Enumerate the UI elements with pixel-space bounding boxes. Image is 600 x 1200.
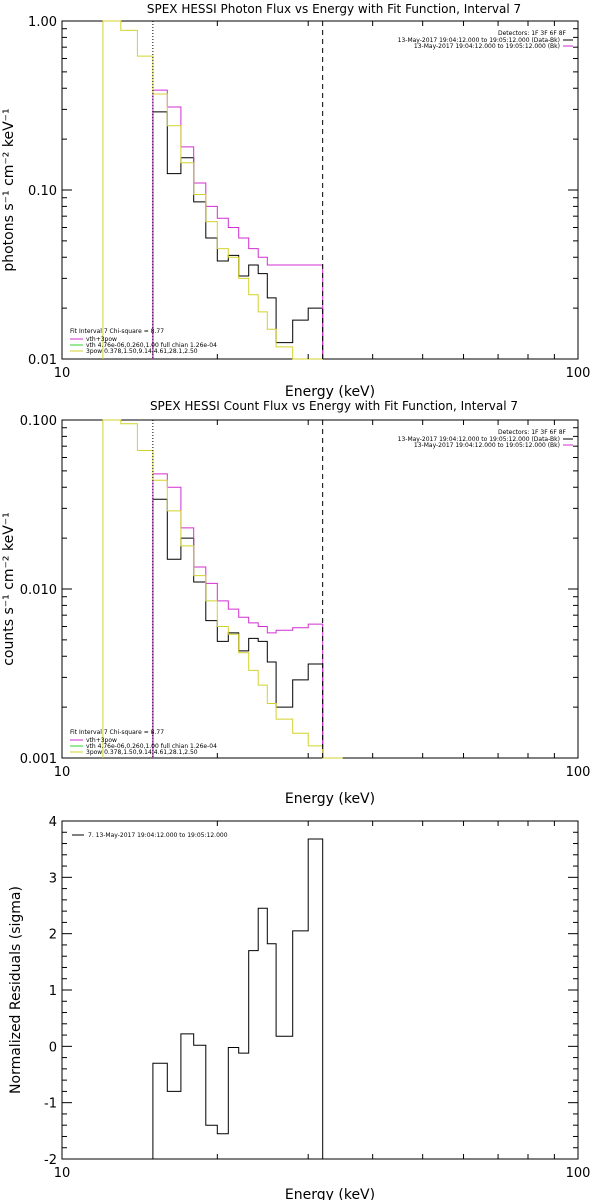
photon-flux-x-axis-label: Energy (keV) <box>285 384 375 400</box>
photon-flux-x-tick-label-1: 100 <box>566 366 591 381</box>
count-flux-series-1-line <box>152 473 324 758</box>
count-flux-series-layer <box>102 419 343 759</box>
count-flux-legend-fit: vth+3pow <box>86 737 117 744</box>
count-flux-legend-header: Detectors: 1F 3F 6F 8F <box>498 429 567 436</box>
photon-flux-fit-text: Fit Interval 7 Chi-square = 8.77 <box>70 328 164 335</box>
count-flux-y-tick-label-1: 0.010 <box>20 583 57 598</box>
count-flux-title: SPEX HESSI Count Flux vs Energy with Fit… <box>150 399 518 413</box>
residuals-y-axis-label: Normalized Residuals (sigma) <box>8 886 24 1094</box>
photon-flux-series-layer <box>102 20 324 360</box>
photon-flux-legend-fit: vth+3pow <box>86 336 117 343</box>
count-flux-y-tick-label-0: 0.001 <box>20 752 57 767</box>
photon-flux-x-tick-label-0: 10 <box>54 366 71 381</box>
residuals-x-axis-label: Energy (keV) <box>285 1187 375 1200</box>
count-flux-series-0-line <box>152 498 324 758</box>
residuals-series-0-line <box>152 838 324 1159</box>
count-flux-x-tick-label-1: 100 <box>566 765 591 780</box>
photon-flux-y-axis-label: photons s⁻¹ cm⁻² keV⁻¹ <box>1 108 17 271</box>
residuals-x-tick-label-0: 10 <box>54 1166 71 1181</box>
photon-flux-panel: SPEX HESSI Photon Flux vs Energy with Fi… <box>1 2 590 400</box>
residuals-y-tick-label-3: 1 <box>49 984 57 999</box>
residuals-series-layer <box>152 838 324 1159</box>
count-flux-legend-vth: vth 4.76e-06,0.260,1.00 full chian 1.26e… <box>86 743 217 750</box>
count-flux-x-axis-label: Energy (keV) <box>285 791 375 807</box>
residuals-plot-frame <box>61 820 579 1160</box>
count-flux-y-tick-label-2: 0.100 <box>20 414 57 429</box>
photon-flux-legend-entry-bk: 13-May-2017 19:04:12.000 to 19:05:12.000… <box>414 43 560 50</box>
count-flux-tick-layer: 10 100 0.001 0.010 0.100 <box>20 414 591 780</box>
photon-flux-legend-entry-data: 13-May-2017 19:04:12.000 to 19:05:12.000… <box>398 37 560 44</box>
photon-flux-vline-layer <box>152 21 324 359</box>
photon-flux-y-tick-label-1: 0.10 <box>28 184 57 199</box>
photon-flux-legend-vth: vth 4.76e-06,0.260,1.00 full chian 1.26e… <box>86 342 217 349</box>
photon-flux-series-4-line <box>102 20 323 360</box>
residuals-legend-entry: 7. 13-May-2017 19:04:12.000 to 19:05:12.… <box>88 832 228 839</box>
residuals-y-tick-label-6: 4 <box>49 815 57 830</box>
photon-flux-y-tick-label-2: 1.00 <box>28 15 57 30</box>
residuals-y-tick-label-2: 0 <box>49 1040 57 1055</box>
photon-flux-series-0-line <box>152 111 324 359</box>
count-flux-legend-entry-data: 13-May-2017 19:04:12.000 to 19:05:12.000… <box>398 436 560 443</box>
count-flux-vline-layer <box>152 420 324 758</box>
photon-flux-legend-header: Detectors: 1F 3F 6F 8F <box>498 30 567 37</box>
residuals-x-tick-label-1: 100 <box>566 1166 591 1181</box>
count-flux-legend-3pow: 3pow 0.378,1.50,9.14,4.61,28.1,2.50 <box>86 749 198 756</box>
residuals-panel: 10 100 -2 -1 0 1 2 3 4 7. 13-May-2017 19:04:12.0… <box>8 815 590 1200</box>
count-flux-fit-text: Fit Interval 7 Chi-square = 8.77 <box>70 729 164 736</box>
count-flux-legend-entry-bk: 13-May-2017 19:04:12.000 to 19:05:12.000… <box>414 442 560 449</box>
photon-flux-title: SPEX HESSI Photon Flux vs Energy with Fi… <box>147 2 521 16</box>
count-flux-plot-frame <box>61 419 579 759</box>
count-flux-panel: SPEX HESSI Count Flux vs Energy with Fit… <box>1 399 590 807</box>
count-flux-y-axis-label: counts s⁻¹ cm⁻² keV⁻¹ <box>1 512 17 666</box>
residuals-tick-layer: 10 100 -2 -1 0 1 2 3 4 <box>44 815 590 1181</box>
photon-flux-y-tick-label-0: 0.01 <box>28 353 57 368</box>
residuals-y-tick-label-4: 2 <box>49 928 57 943</box>
count-flux-series-4-line <box>102 419 343 759</box>
residuals-y-tick-label-1: -1 <box>44 1097 57 1112</box>
count-flux-x-tick-label-0: 10 <box>54 765 71 780</box>
photon-flux-legend-3pow: 3pow 0.378,1.50,9.14,4.61,28.1,2.50 <box>86 348 198 355</box>
residuals-y-tick-label-0: -2 <box>44 1153 57 1168</box>
photon-flux-series-1-line <box>152 89 324 359</box>
residuals-y-tick-label-5: 3 <box>49 871 57 886</box>
photon-flux-tick-layer: 10 100 0.01 0.10 1.00 <box>28 15 590 381</box>
